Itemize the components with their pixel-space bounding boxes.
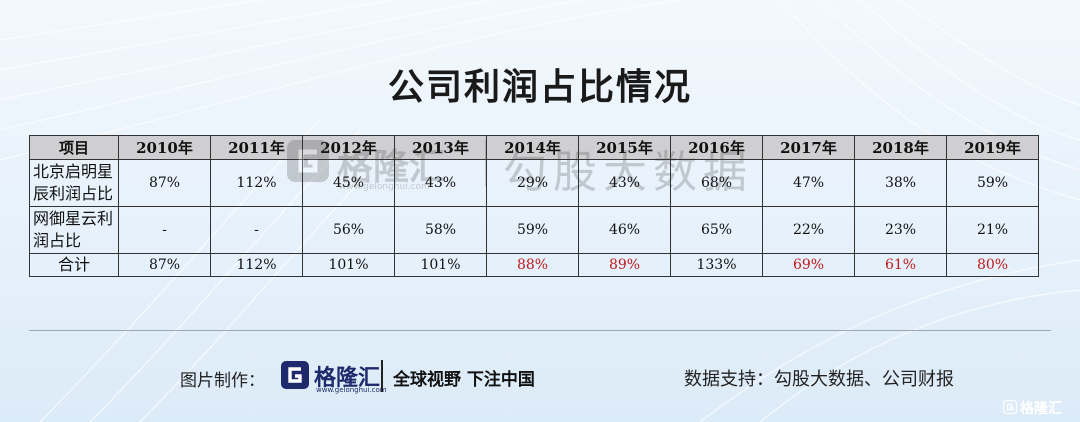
- logo-separator: [381, 360, 383, 392]
- table-cell: 46%: [578, 206, 671, 254]
- table-cell-highlight: 69%: [762, 253, 855, 277]
- row-label: 网御星云利润占比: [29, 206, 119, 254]
- table-row: 网御星云利润占比 - - 56% 58% 59% 46% 65% 22% 23%…: [29, 206, 1039, 254]
- corner-badge-text: 格隆汇: [1020, 401, 1062, 417]
- header-year: 2019年: [946, 135, 1039, 160]
- table-cell-highlight: 89%: [578, 253, 671, 277]
- header-year: 2014年: [486, 135, 579, 160]
- corner-badge: 格隆汇: [1003, 398, 1073, 417]
- table-cell: 21%: [946, 206, 1039, 254]
- table-cell-highlight: 88%: [486, 253, 579, 277]
- table-cell: 87%: [118, 159, 211, 207]
- footer-divider: [29, 330, 1051, 331]
- table-row-total: 合计 87% 112% 101% 101% 88% 89% 133% 69% 6…: [29, 253, 1039, 277]
- table-cell: 59%: [486, 206, 579, 254]
- table-cell: 47%: [762, 159, 855, 207]
- credit-label: 图片制作：: [180, 371, 265, 391]
- table-cell: 45%: [302, 159, 395, 207]
- table-cell: 23%: [854, 206, 947, 254]
- table-cell: 58%: [394, 206, 487, 254]
- table-cell: 101%: [302, 253, 395, 277]
- table-row: 北京启明星辰利润占比 87% 112% 45% 43% 29% 43% 68% …: [29, 159, 1039, 207]
- corner-logo-icon: [1003, 400, 1017, 414]
- header-year: 2010年: [118, 135, 211, 160]
- table-cell: 101%: [394, 253, 487, 277]
- table-cell: 38%: [854, 159, 947, 207]
- table-cell: 112%: [210, 159, 303, 207]
- header-year: 2015年: [578, 135, 671, 160]
- gelonghui-logo-icon: [281, 361, 309, 389]
- slogan: 全球视野 下注中国: [393, 370, 535, 390]
- table-cell: 56%: [302, 206, 395, 254]
- row-label: 合计: [29, 253, 119, 277]
- table-cell: -: [210, 206, 303, 254]
- table-cell: 87%: [118, 253, 211, 277]
- data-source: 数据支持：勾股大数据、公司财报: [684, 369, 954, 390]
- header-year: 2011年: [210, 135, 303, 160]
- header-year: 2013年: [394, 135, 487, 160]
- logo-text: 格隆汇: [314, 366, 381, 391]
- table-header-row: 项目 2010年 2011年 2012年 2013年 2014年 2015年 2…: [29, 135, 1039, 160]
- header-year: 2018年: [854, 135, 947, 160]
- table-cell: 22%: [762, 206, 855, 254]
- table-cell: 43%: [394, 159, 487, 207]
- table-cell: 68%: [670, 159, 763, 207]
- header-year: 2012年: [302, 135, 395, 160]
- table-cell: 59%: [946, 159, 1039, 207]
- table-cell: 29%: [486, 159, 579, 207]
- page-title: 公司利润占比情况: [387, 67, 692, 108]
- header-year: 2016年: [670, 135, 763, 160]
- header-item: 项目: [29, 135, 119, 160]
- table-cell-highlight: 61%: [854, 253, 947, 277]
- table-cell: 43%: [578, 159, 671, 207]
- row-label: 北京启明星辰利润占比: [29, 159, 119, 207]
- profit-share-table: 项目 2010年 2011年 2012年 2013年 2014年 2015年 2…: [29, 135, 1039, 277]
- table-cell-highlight: 80%: [946, 253, 1039, 277]
- table-cell: 65%: [670, 206, 763, 254]
- logo-domain: www.gelonghui.com: [316, 386, 387, 394]
- header-year: 2017年: [762, 135, 855, 160]
- table-cell: 133%: [670, 253, 763, 277]
- table-cell: -: [118, 206, 211, 254]
- table-cell: 112%: [210, 253, 303, 277]
